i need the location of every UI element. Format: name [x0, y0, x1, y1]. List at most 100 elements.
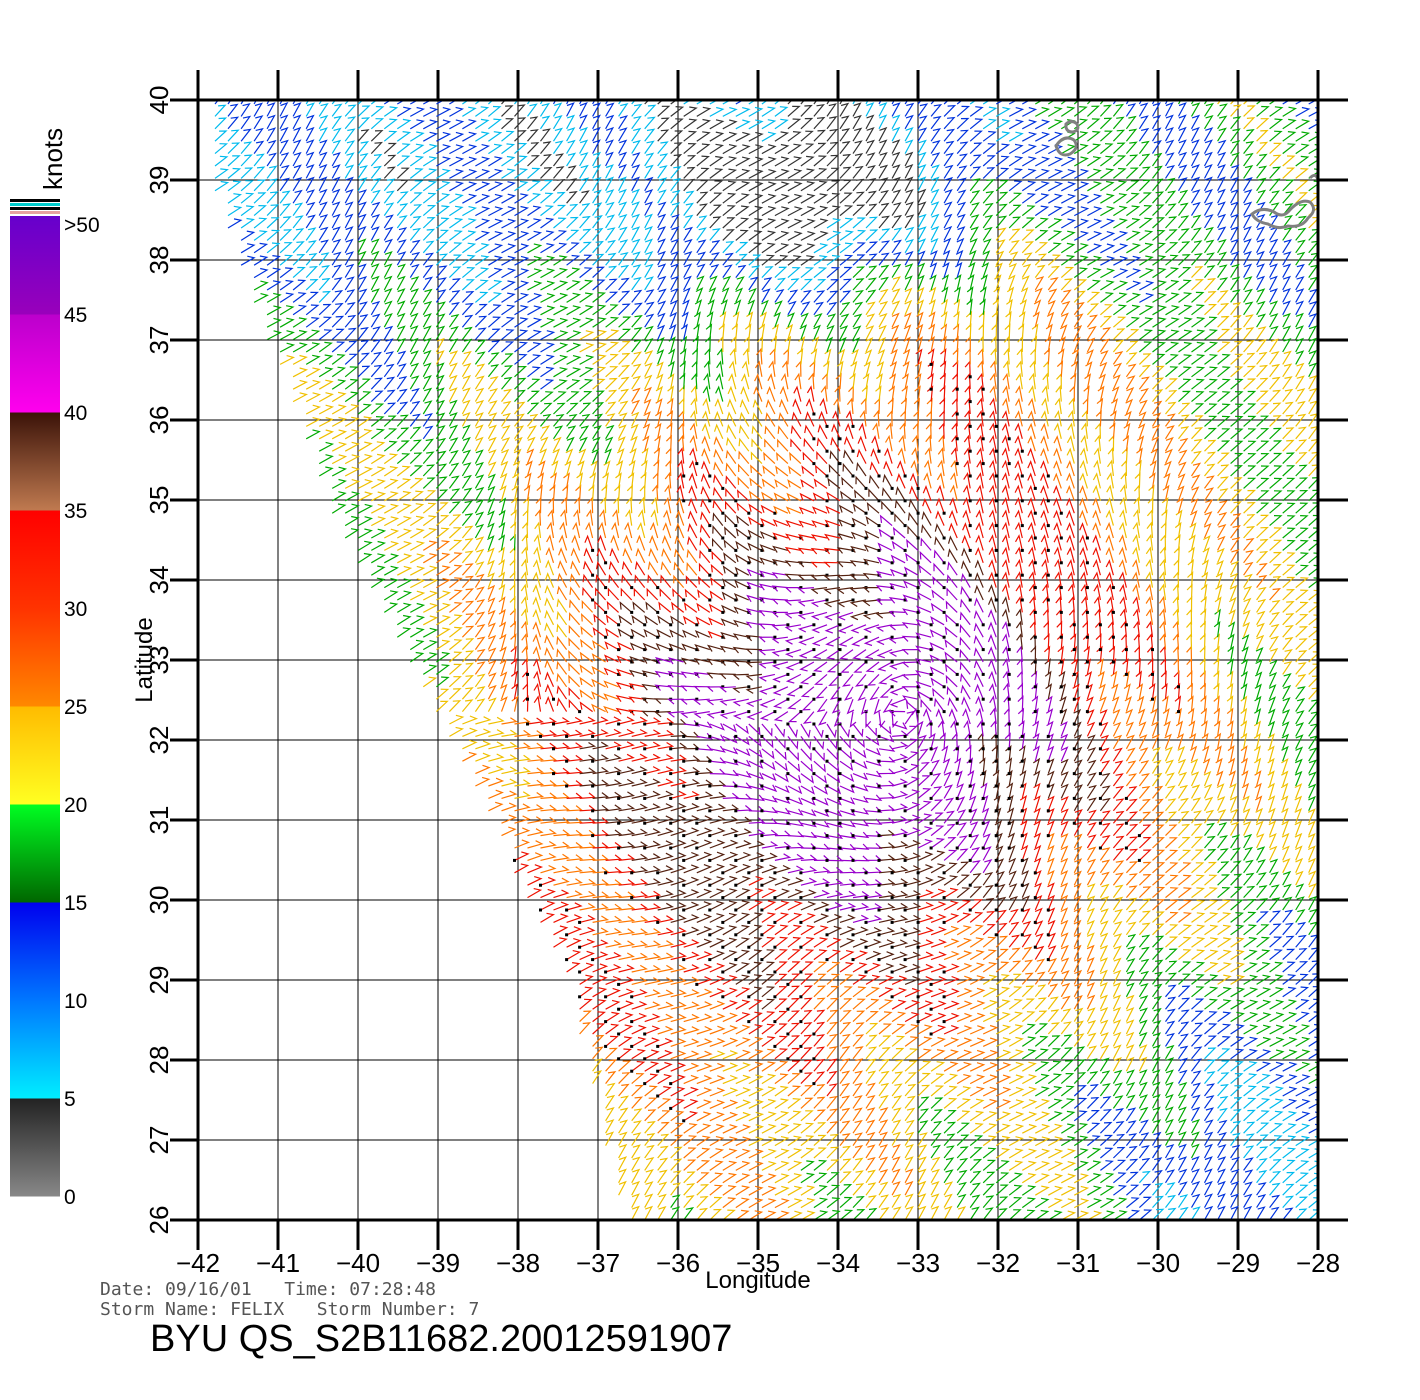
wind-barb: [509, 620, 517, 638]
wind-barb: [647, 560, 659, 576]
wind-barb: [1269, 949, 1283, 961]
wind-barb: [784, 587, 801, 593]
wind-barb: [1269, 1049, 1285, 1060]
rain-flag-dot: [695, 623, 699, 627]
rain-flag-dot: [825, 858, 829, 862]
wind-barb: [605, 804, 623, 812]
wind-barb: [1178, 1045, 1189, 1060]
wind-barb: [631, 614, 646, 626]
wind-barb: [1086, 1097, 1100, 1109]
wind-barb: [676, 484, 685, 501]
wind-barb: [907, 525, 919, 539]
wind-barb: [1308, 651, 1318, 663]
wind-barb: [787, 748, 799, 762]
wind-barb: [1060, 1123, 1076, 1134]
rain-flag-dot: [708, 784, 712, 788]
wind-barb: [878, 528, 893, 539]
wind-barb: [1308, 577, 1318, 589]
wind-barb: [1294, 820, 1303, 836]
wind-barb: [1203, 535, 1211, 551]
wind-barb: [1001, 472, 1010, 489]
wind-barb: [774, 773, 789, 783]
rain-flag-dot: [643, 623, 647, 627]
wind-barb: [1201, 732, 1209, 749]
wind-barb: [1177, 1131, 1187, 1146]
wind-barb: [331, 454, 348, 465]
wind-barb: [1035, 1148, 1051, 1159]
wind-barb: [845, 410, 854, 427]
wind-barb: [982, 1098, 998, 1109]
wind-barb: [422, 490, 437, 502]
wind-barb: [962, 484, 971, 501]
wind-barb: [1204, 403, 1218, 415]
wind-barb: [461, 699, 474, 712]
wind-barb: [521, 657, 529, 675]
wind-barb: [787, 1085, 802, 1097]
wind-barb: [1086, 1007, 1096, 1022]
wind-barb: [514, 803, 531, 812]
wind-barb: [1163, 720, 1171, 737]
colorbar-tick-label: 20: [64, 794, 87, 817]
wind-barb: [722, 1000, 738, 1010]
wind-barb: [1152, 772, 1163, 787]
wind-barb: [696, 864, 713, 874]
rain-flag-dot: [708, 933, 712, 937]
rain-flag-dot: [799, 710, 803, 714]
rain-flag-dot: [565, 784, 569, 788]
wind-barb: [1164, 1094, 1174, 1109]
wind-barb: [1053, 497, 1062, 514]
wind-barb: [1217, 962, 1232, 973]
wind-barb: [715, 385, 724, 402]
wind-barb: [761, 1098, 777, 1109]
wind-barb: [1243, 1181, 1253, 1196]
wind-barb: [700, 498, 711, 514]
wind-barb: [435, 374, 445, 390]
rain-flag-dot: [1020, 883, 1024, 887]
wind-barb: [905, 552, 919, 564]
wind-barb: [774, 748, 787, 761]
wind-barb: [521, 633, 529, 650]
wind-barb: [1125, 1158, 1139, 1171]
wind-barb: [1242, 609, 1251, 626]
wind-barb: [787, 797, 803, 806]
wind-barb: [976, 385, 984, 402]
wind-barb: [357, 391, 372, 403]
wind-barb: [773, 698, 789, 709]
wind-barb: [1176, 497, 1184, 514]
rain-flag-dot: [1033, 871, 1037, 875]
wind-barb: [579, 866, 597, 874]
wind-barb: [982, 999, 999, 1010]
wind-barb: [828, 463, 841, 477]
wind-barb: [748, 1049, 764, 1060]
wind-barb: [616, 655, 632, 664]
wind-barb: [775, 465, 789, 477]
wind-barb: [449, 626, 463, 638]
wind-barb: [1191, 1022, 1204, 1035]
wind-barb: [1269, 490, 1283, 502]
wind-barb: [1243, 453, 1257, 465]
wind-barb: [568, 637, 581, 651]
wind-barb: [988, 670, 997, 687]
wind-barb: [941, 745, 949, 762]
wind-barb: [722, 925, 738, 936]
wind-barb: [527, 816, 544, 824]
wind-barb: [461, 638, 475, 651]
wind-barb: [865, 1195, 877, 1208]
wind-barb: [1178, 426, 1190, 440]
wind-barb: [1067, 409, 1075, 427]
wind-barb: [774, 1173, 790, 1184]
wind-barb: [675, 509, 685, 526]
wind-barb: [887, 397, 894, 415]
rain-flag-dot: [903, 734, 907, 738]
wind-barb: [1256, 999, 1272, 1010]
wind-barb: [1146, 633, 1154, 650]
rain-flag-dot: [812, 821, 816, 825]
wind-barb: [852, 1157, 864, 1171]
wind-barb: [1282, 1074, 1298, 1085]
wind-barb: [642, 642, 658, 651]
rain-flag-dot: [1033, 660, 1037, 664]
rain-flag-dot: [799, 871, 803, 875]
wind-barb: [1215, 572, 1224, 588]
wind-barb: [544, 597, 555, 613]
wind-barb: [670, 1194, 681, 1208]
